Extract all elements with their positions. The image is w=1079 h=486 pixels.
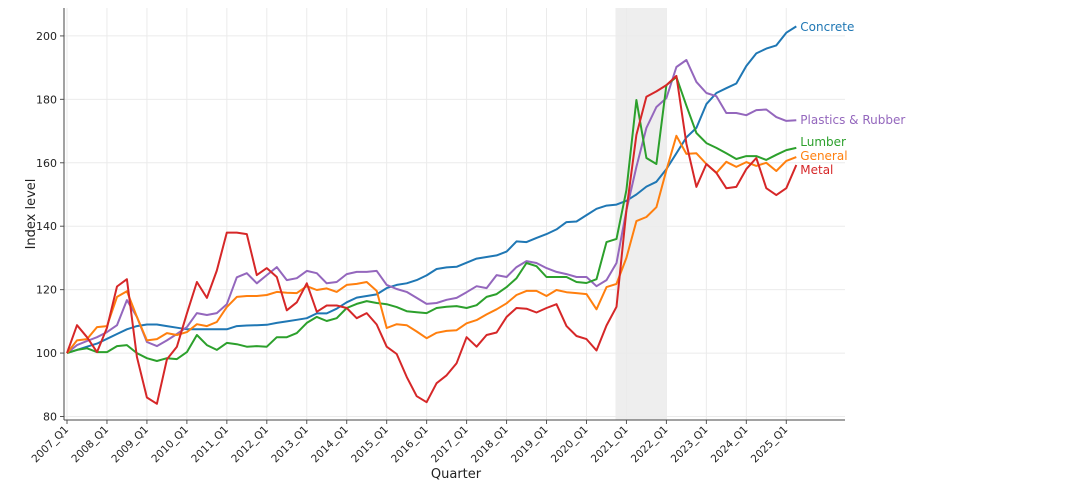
x-tick-label: 2024_Q1 (709, 424, 751, 466)
series-line-metal (67, 76, 796, 404)
x-tick-label: 2023_Q1 (669, 424, 711, 466)
series-label-concrete: Concrete (800, 20, 854, 34)
series-line-plastics-rubber (67, 60, 796, 353)
x-tick-label: 2014_Q1 (309, 424, 351, 466)
x-tick-label: 2013_Q1 (269, 424, 311, 466)
x-tick-label: 2021_Q1 (589, 424, 631, 466)
shaded-region (615, 8, 666, 420)
x-tick-label: 2019_Q1 (509, 424, 551, 466)
x-tick-label: 2015_Q1 (349, 424, 391, 466)
x-tick-label: 2012_Q1 (229, 424, 271, 466)
x-tick-label: 2020_Q1 (549, 424, 591, 466)
y-tick-label: 80 (43, 411, 57, 424)
y-axis-label: Index level (24, 179, 39, 250)
x-tick-label: 2017_Q1 (429, 424, 471, 466)
x-tick-label: 2018_Q1 (469, 424, 511, 466)
series-line-lumber (67, 77, 796, 361)
y-tick-label: 160 (36, 157, 57, 170)
y-tick-label: 100 (36, 347, 57, 360)
x-tick-label: 2007_Q1 (29, 424, 71, 466)
x-tick-label: 2010_Q1 (149, 424, 191, 466)
series-label-general: General (800, 149, 847, 163)
series-label-lumber: Lumber (800, 135, 846, 149)
x-tick-label: 2022_Q1 (629, 424, 671, 466)
x-tick-label: 2011_Q1 (189, 424, 231, 466)
series-label-plastics-rubber: Plastics & Rubber (800, 113, 905, 127)
x-tick-label: 2008_Q1 (69, 424, 111, 466)
x-tick-label: 2009_Q1 (109, 424, 151, 466)
y-tick-label: 180 (36, 93, 57, 106)
series-line-general (67, 136, 796, 353)
y-tick-label: 200 (36, 30, 57, 43)
x-tick-label: 2025_Q1 (749, 424, 791, 466)
series-label-metal: Metal (800, 163, 833, 177)
x-tick-label: 2016_Q1 (389, 424, 431, 466)
x-axis-label: Quarter (431, 467, 482, 482)
y-tick-label: 120 (36, 284, 57, 297)
y-tick-label: 140 (36, 220, 57, 233)
